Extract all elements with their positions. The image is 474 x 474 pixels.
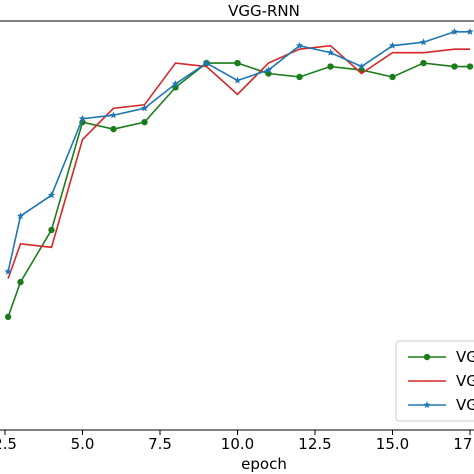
series-3-point bbox=[419, 38, 428, 46]
ticks-layer: 2.5 5.0 7.5 10.0 12.5 15.0 17.5 bbox=[0, 430, 474, 453]
series-3-point bbox=[466, 27, 474, 35]
x-tick-label: 12.5 bbox=[298, 435, 331, 453]
series-1-point bbox=[327, 63, 334, 70]
series-1-point bbox=[420, 59, 427, 67]
series-3-point bbox=[140, 104, 149, 112]
legend-marker-1 bbox=[423, 353, 431, 361]
series-1-point bbox=[48, 226, 55, 234]
legend-items: VGG VG VG bbox=[408, 348, 474, 414]
series-layer bbox=[4, 27, 474, 321]
series-2 bbox=[7, 44, 470, 279]
series-1-point bbox=[234, 59, 241, 67]
series-1-point bbox=[110, 125, 117, 133]
series-2-line bbox=[7, 44, 470, 279]
series-3-point bbox=[264, 66, 273, 74]
series-3-point bbox=[357, 62, 366, 70]
legend-marker-3 bbox=[423, 401, 431, 409]
series-3-point bbox=[171, 80, 180, 87]
x-tick-label: 15.0 bbox=[376, 435, 409, 453]
series-1-point bbox=[141, 118, 148, 126]
series-3-point bbox=[388, 41, 397, 49]
legend-label-2: VG bbox=[456, 372, 474, 390]
series-3-point bbox=[4, 267, 12, 275]
series-3-point bbox=[326, 48, 335, 56]
x-axis-label: epoch bbox=[241, 455, 287, 473]
series-1-point bbox=[296, 73, 303, 81]
series-1-point bbox=[389, 73, 396, 81]
legend: VGG VG VG bbox=[395, 340, 474, 422]
series-3 bbox=[4, 27, 474, 275]
x-tick-label: 10.0 bbox=[221, 435, 254, 453]
x-tick-label: 7.5 bbox=[148, 435, 172, 453]
x-tick-label: 17.5 bbox=[453, 435, 474, 453]
x-tick-label: 5.0 bbox=[71, 435, 95, 453]
series-3-point bbox=[450, 27, 459, 35]
series-1-point bbox=[451, 63, 458, 70]
legend-label-3: VG bbox=[456, 396, 474, 414]
series-1-point bbox=[17, 278, 24, 286]
series-1-point bbox=[4, 313, 12, 321]
chart-title: VGG-RNN bbox=[228, 2, 300, 20]
legend-label-1: VGG bbox=[456, 348, 474, 366]
x-tick-label: 2.5 bbox=[0, 435, 17, 453]
series-3-point bbox=[233, 76, 242, 84]
series-3-point bbox=[47, 191, 56, 199]
series-3-point bbox=[295, 41, 304, 49]
series-1-point bbox=[466, 63, 474, 70]
series-3-point bbox=[202, 59, 211, 67]
series-3-point bbox=[78, 114, 87, 122]
series-3-point bbox=[109, 111, 118, 119]
series-3-point bbox=[16, 212, 25, 220]
